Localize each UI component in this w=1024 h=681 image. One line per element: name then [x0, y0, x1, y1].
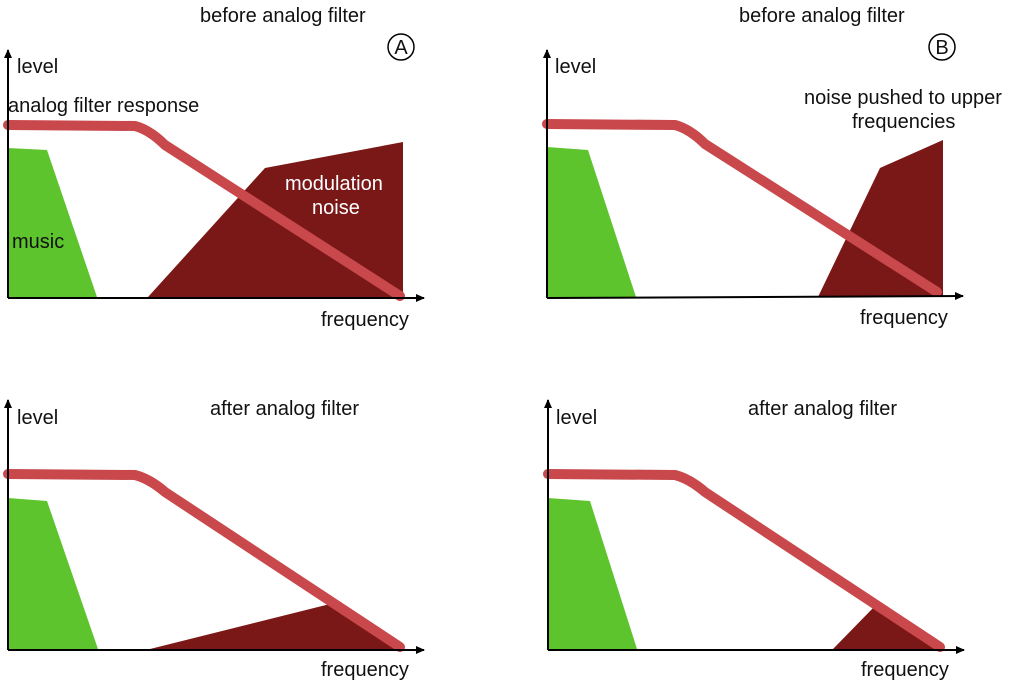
panel-b-filter-response-curve — [542, 119, 942, 297]
panel-d-y-label: level — [556, 407, 597, 429]
panel-a-title: before analog filter — [200, 5, 366, 27]
panel-a-marker-label: A — [394, 37, 408, 59]
panel-c-y-label: level — [17, 407, 58, 429]
panel-b-noise-label-line2: frequencies — [852, 111, 955, 133]
panel-a-music-label: music — [12, 231, 64, 253]
panel-b: before analog filter B level frequency n… — [542, 5, 1002, 329]
panel-a-filter-response-curve — [3, 120, 405, 301]
panel-d-attenuated-noise-area — [833, 606, 943, 649]
panel-b-music-area — [547, 147, 636, 297]
panel-b-x-axis — [546, 292, 964, 301]
panel-a-noise-label-line2: noise — [312, 197, 360, 219]
panel-b-title: before analog filter — [739, 5, 905, 27]
panel-d: after analog filter level frequency — [543, 398, 965, 681]
panel-c-filter-response-curve — [3, 469, 405, 652]
panel-c-attenuated-noise-area — [150, 604, 403, 649]
panel-a-noise-label-line1: modulation — [285, 173, 383, 195]
panel-a-y-label: level — [17, 56, 58, 78]
panel-c: after analog filter level frequency — [3, 398, 425, 681]
panel-a-music-area — [8, 148, 97, 297]
panel-a-marker-circle — [387, 33, 415, 61]
panel-b-noise-label-line1: noise pushed to upper — [804, 87, 1002, 109]
panel-b-x-label: frequency — [860, 307, 948, 329]
panel-c-x-label: frequency — [321, 659, 409, 681]
panel-b-y-label: level — [555, 56, 596, 78]
panel-a-x-label: frequency — [321, 309, 409, 331]
panel-d-music-area — [548, 498, 637, 649]
panel-c-title: after analog filter — [210, 398, 359, 420]
panel-d-filter-response-curve — [543, 469, 945, 652]
panel-b-marker-circle — [928, 33, 956, 61]
panel-c-music-area — [8, 498, 98, 649]
panel-b-noise-area — [818, 140, 943, 297]
panel-d-title: after analog filter — [748, 398, 897, 420]
panel-d-x-label: frequency — [861, 659, 949, 681]
panel-a-filter-label: analog filter response — [8, 95, 199, 117]
panel-b-marker-label: B — [935, 37, 948, 59]
panel-a: before analog filter A level frequency a… — [3, 5, 425, 331]
